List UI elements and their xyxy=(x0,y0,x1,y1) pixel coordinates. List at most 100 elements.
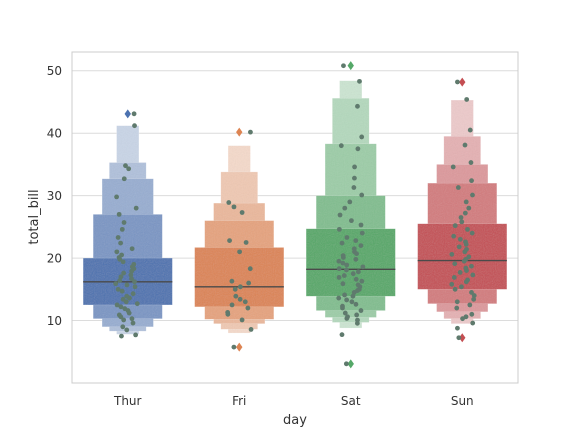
strip-point xyxy=(469,178,474,184)
strip-point xyxy=(451,233,457,239)
strip-point xyxy=(237,296,243,302)
strip-point xyxy=(470,272,476,278)
strip-point xyxy=(121,317,127,323)
strip-point xyxy=(469,230,475,236)
strip-point xyxy=(467,127,473,133)
strip-point xyxy=(452,286,458,292)
strip-point xyxy=(352,175,357,181)
strip-point xyxy=(133,332,139,338)
strip-point xyxy=(128,272,134,278)
strip-point xyxy=(117,278,123,283)
strip-point xyxy=(457,270,463,275)
strip-point xyxy=(347,199,353,205)
strip-point xyxy=(470,320,476,326)
strip-point xyxy=(465,226,470,232)
strip-point xyxy=(130,320,136,326)
strip-point xyxy=(339,332,345,338)
strip-point xyxy=(459,219,465,225)
strip-point xyxy=(120,296,126,302)
strip-point xyxy=(359,192,365,198)
strip-point xyxy=(451,275,457,280)
strip-point xyxy=(351,185,357,190)
strip-point xyxy=(124,282,130,288)
strip-point xyxy=(462,210,468,216)
boxen-boxes xyxy=(82,61,508,369)
outlier-marker xyxy=(459,333,466,343)
strip-point xyxy=(463,239,468,245)
strip-point xyxy=(120,324,126,330)
strip-point xyxy=(227,238,232,244)
strip-point xyxy=(354,312,360,318)
strip-point xyxy=(132,123,137,129)
boxen-sun xyxy=(417,99,508,324)
strip-point xyxy=(359,134,365,140)
strip-point xyxy=(122,306,128,312)
strip-point xyxy=(355,269,361,275)
boxen-fri xyxy=(194,145,285,334)
x-tick-label: Fri xyxy=(232,394,246,408)
strip-point xyxy=(342,292,347,298)
strip-point xyxy=(459,284,464,290)
strip-point xyxy=(342,310,348,316)
strip-point xyxy=(120,259,126,265)
y-axis-label: total_bill xyxy=(27,189,42,244)
strip-point xyxy=(129,246,135,252)
strip-point xyxy=(114,249,120,255)
strip-point xyxy=(449,281,455,287)
strip-point xyxy=(119,333,124,339)
strip-point xyxy=(471,296,477,302)
strip-point xyxy=(456,335,462,341)
strip-point xyxy=(124,327,130,333)
strip-point xyxy=(351,246,357,252)
strip-point xyxy=(344,267,349,273)
strip-point xyxy=(469,290,474,295)
strip-point xyxy=(455,185,461,190)
outlier-marker xyxy=(124,109,131,119)
strip-point xyxy=(239,317,245,323)
strip-point xyxy=(464,97,470,102)
strip-point xyxy=(353,256,359,262)
strip-point xyxy=(245,305,251,311)
x-tick-label: Thur xyxy=(113,394,142,408)
strip-point xyxy=(132,284,138,290)
x-tick-labels: Thur Fri Sat Sun xyxy=(113,394,474,408)
strip-point xyxy=(463,314,469,320)
strip-point xyxy=(349,218,354,224)
strip-point xyxy=(336,275,342,280)
strip-point xyxy=(113,281,119,287)
strip-point xyxy=(114,302,120,308)
outlier-marker xyxy=(236,342,243,352)
strip-point xyxy=(360,264,366,270)
strip-point xyxy=(248,129,253,135)
strip-point xyxy=(118,304,124,310)
strip-point xyxy=(456,244,462,250)
strip-point xyxy=(115,286,121,292)
strip-point xyxy=(246,280,252,286)
strip-point xyxy=(342,205,348,211)
y-tick-labels: 10 20 30 40 50 xyxy=(47,64,62,328)
strip-point xyxy=(350,293,356,299)
strip-point xyxy=(225,310,231,315)
strip-point xyxy=(464,246,469,252)
strip-point xyxy=(339,240,345,246)
strip-point xyxy=(344,235,350,240)
strip-point xyxy=(340,260,346,266)
plot-frame xyxy=(71,51,519,384)
strip-point xyxy=(470,192,475,198)
strip-point xyxy=(341,273,347,278)
y-tick-label: 50 xyxy=(47,64,62,78)
strip-point xyxy=(355,282,361,288)
strip-point xyxy=(344,262,350,268)
y-tick-label: 40 xyxy=(47,127,62,141)
strip-point xyxy=(129,316,135,322)
strip-point xyxy=(336,226,342,232)
strip-point xyxy=(336,266,342,272)
strip-point xyxy=(242,299,248,305)
strip-point xyxy=(463,265,469,271)
strip-point xyxy=(116,211,122,217)
strip-point xyxy=(340,303,345,309)
strip-point xyxy=(344,297,350,303)
strip-point xyxy=(114,194,119,200)
strip-point xyxy=(343,361,349,367)
